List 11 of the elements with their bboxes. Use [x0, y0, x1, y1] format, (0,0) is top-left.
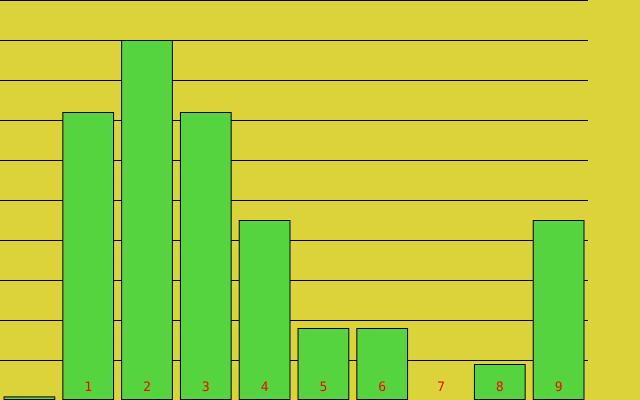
x-tick-label: 3 — [202, 380, 210, 395]
x-tick-label: 7 — [437, 380, 445, 395]
x-tick-label: 6 — [378, 380, 386, 395]
bar — [474, 364, 526, 400]
bar — [4, 396, 56, 400]
x-tick-label: 1 — [84, 380, 92, 395]
x-tick-label: 9 — [554, 380, 563, 395]
x-tick-label: 4 — [260, 380, 269, 395]
x-tick-label: 8 — [496, 380, 504, 395]
x-tick-label: 5 — [319, 380, 328, 395]
x-tick-label: 2 — [143, 380, 151, 395]
